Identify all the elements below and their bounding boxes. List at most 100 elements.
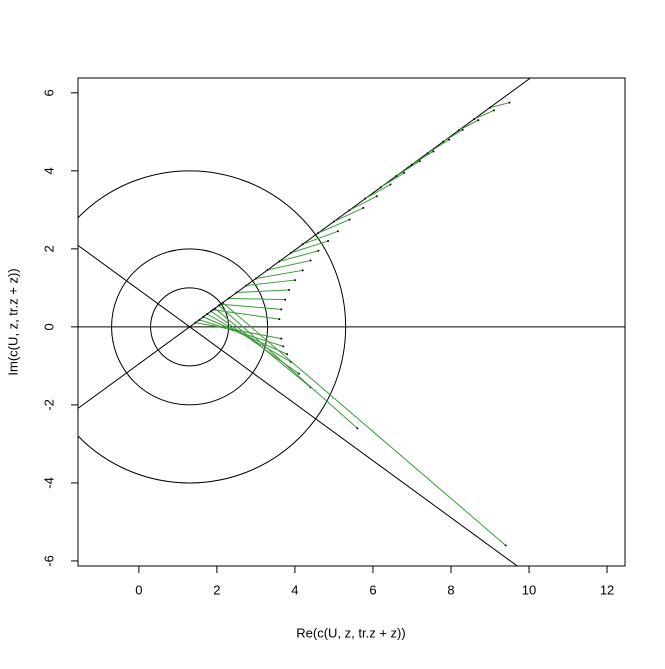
point (309, 259, 312, 262)
y-tick-label: -4 (41, 477, 56, 489)
point (210, 310, 213, 313)
segment (246, 279, 295, 287)
point (280, 308, 283, 311)
segment (212, 309, 280, 320)
point (317, 249, 320, 252)
point (348, 209, 351, 212)
point (219, 303, 222, 306)
point (284, 298, 287, 301)
point (426, 152, 429, 155)
point (206, 313, 209, 316)
point (278, 260, 281, 263)
segment (236, 289, 290, 294)
point (504, 544, 507, 547)
point (348, 218, 351, 221)
point (327, 240, 330, 243)
point (477, 119, 480, 122)
point (288, 288, 291, 291)
x-tick-label: 2 (213, 582, 220, 597)
plot-area (78, 78, 625, 566)
point (362, 206, 365, 209)
segment (489, 102, 510, 109)
point (448, 138, 451, 141)
segment (222, 302, 506, 546)
point (442, 140, 445, 143)
y-tick-label: -2 (41, 399, 56, 411)
x-tick-label: 8 (447, 582, 454, 597)
point (301, 243, 304, 246)
x-tick-label: 10 (522, 582, 536, 597)
point (245, 284, 248, 287)
segment (218, 305, 358, 429)
segment (220, 303, 282, 310)
segment (290, 240, 329, 254)
point (473, 117, 476, 120)
segment (267, 260, 311, 271)
point (332, 220, 335, 223)
point (280, 337, 283, 340)
point (375, 195, 378, 198)
segment (427, 139, 450, 154)
segment (255, 269, 303, 279)
y-tick-label: 4 (41, 167, 56, 174)
point (202, 315, 205, 318)
point (410, 163, 413, 166)
point (235, 291, 238, 294)
y-tick-label: 0 (41, 323, 56, 330)
x-tick-label: 12 (600, 582, 614, 597)
point (492, 109, 495, 112)
point (221, 301, 224, 304)
point (317, 231, 320, 234)
point (286, 353, 289, 356)
segment (396, 160, 421, 177)
x-axis-label: Re(c(U, z, tr.z + z)) (296, 625, 405, 640)
point (282, 345, 285, 348)
point (489, 106, 492, 109)
point (213, 307, 216, 310)
point (457, 129, 460, 132)
point (278, 318, 281, 321)
reference-line (78, 244, 519, 566)
point (217, 304, 220, 307)
point (194, 321, 197, 324)
plot-frame (77, 77, 626, 567)
segment (302, 230, 339, 245)
segment (364, 184, 391, 199)
segment (279, 250, 319, 262)
point (297, 372, 300, 375)
point (432, 150, 435, 153)
segment (349, 195, 378, 211)
point (364, 197, 367, 200)
segment (474, 109, 495, 120)
point (461, 128, 464, 131)
point (395, 174, 398, 177)
y-tick-label: -6 (41, 555, 56, 567)
point (508, 101, 511, 104)
point (266, 268, 269, 271)
x-tick-label: 6 (369, 582, 376, 597)
point (336, 230, 339, 233)
point (211, 308, 214, 311)
segment (228, 297, 286, 301)
segment (458, 119, 479, 131)
x-tick-label: 4 (291, 582, 298, 597)
point (356, 427, 359, 430)
y-tick-label: 2 (41, 245, 56, 252)
point (227, 297, 230, 300)
point (301, 269, 304, 272)
point (389, 183, 392, 186)
segment (442, 129, 463, 143)
segment (411, 150, 434, 166)
y-axis-label: Im(c(U, z, tr.z + z)) (5, 268, 20, 375)
point (254, 277, 257, 280)
point (379, 186, 382, 189)
segment (214, 308, 311, 388)
x-tick-label: 0 (135, 582, 142, 597)
point (403, 171, 406, 174)
point (293, 279, 296, 282)
y-tick-label: 6 (41, 89, 56, 96)
segment (380, 172, 405, 188)
segment (318, 219, 350, 234)
